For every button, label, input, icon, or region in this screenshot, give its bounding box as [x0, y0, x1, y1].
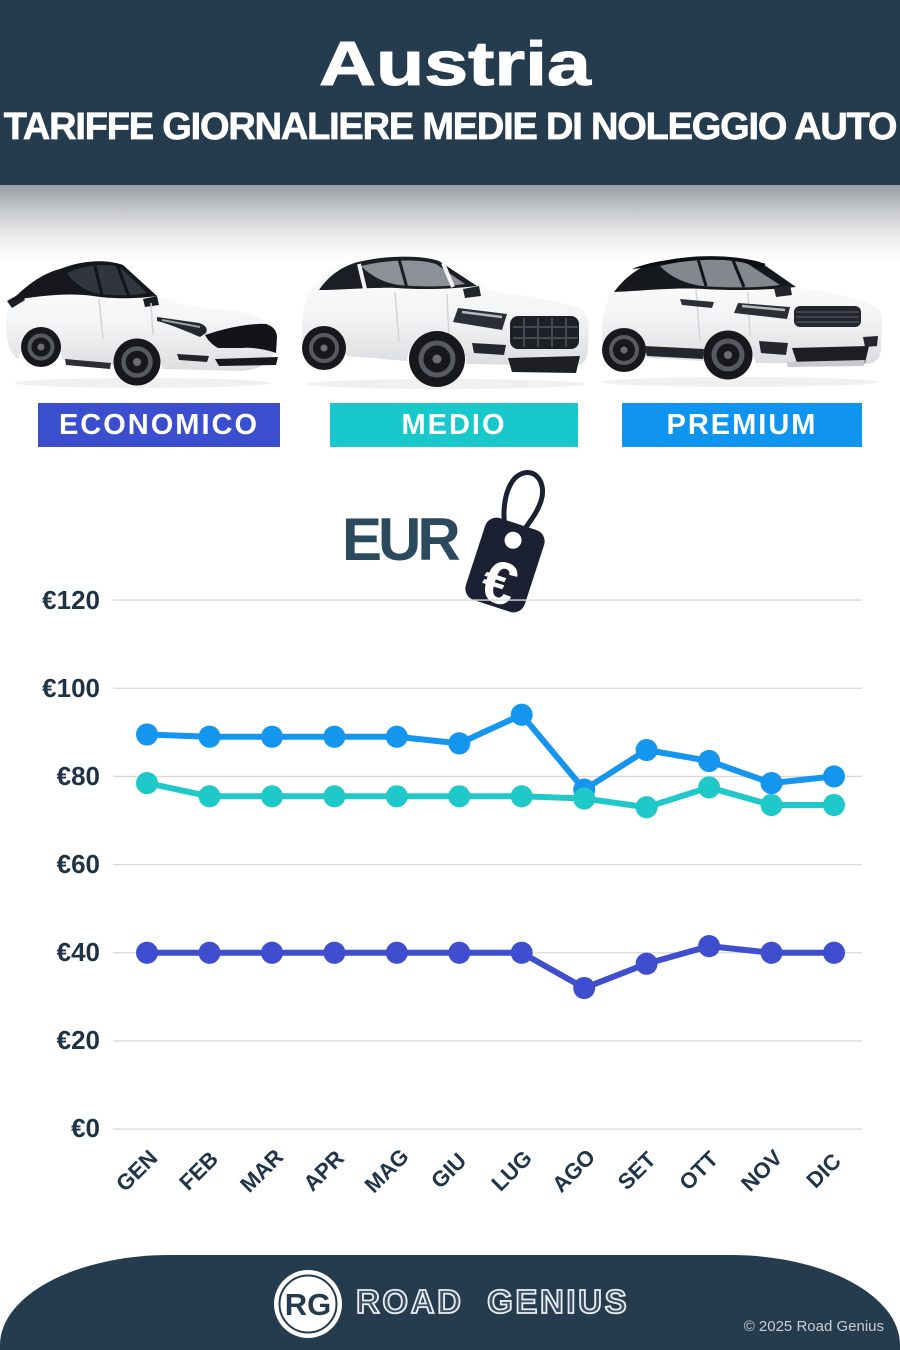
svg-text:RG: RG	[285, 1287, 332, 1322]
